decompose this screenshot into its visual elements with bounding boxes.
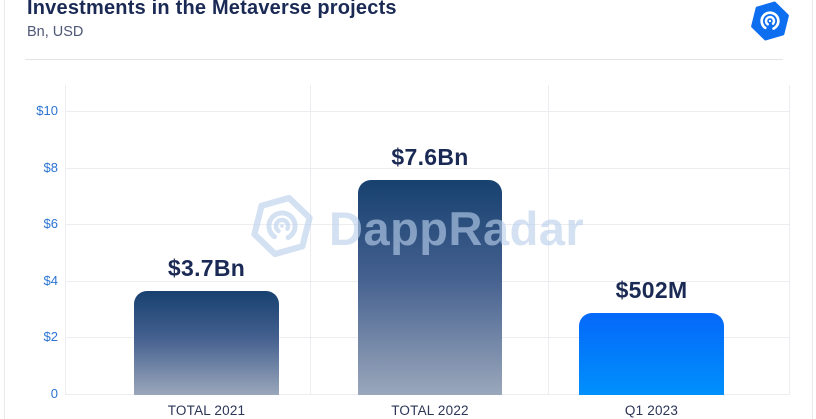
y-axis-tick-10: $10 [36, 103, 58, 118]
y-axis-tick-6: $6 [43, 216, 58, 231]
card-right-edge [812, 0, 813, 419]
y-axis-tick-2: $2 [43, 329, 58, 344]
y-axis-tick-0: 0 [50, 385, 58, 401]
category-separator-2 [548, 85, 549, 395]
y-axis-tick-4: $4 [43, 272, 58, 288]
value-label-total-2021: $3.7Bn [167, 254, 246, 281]
bar-chart: DappRadar $10 $8 $6 $4 $2 0 $3.7Bn TOTAL 2021 $7… [36, 85, 790, 418]
bar-total-2022 [358, 180, 502, 395]
x-axis-label-total-2022: TOTAL 2022 [391, 403, 469, 418]
card-left-edge [4, 0, 5, 419]
category-separator-1 [310, 85, 311, 395]
page-title: Investments in the Metaverse projects [27, 0, 397, 19]
value-label-q1-2023: $502M [615, 277, 688, 304]
y-axis-tick-8: $8 [43, 159, 58, 175]
bar-q1-2023 [579, 313, 724, 395]
gridline-10 [66, 111, 789, 112]
gridline-8 [66, 167, 789, 169]
x-axis-label-total-2021: TOTAL 2021 [167, 403, 246, 418]
header-divider [25, 59, 783, 60]
dappradar-logo-icon [750, 1, 790, 41]
chart-units-label: Bn, USD [27, 24, 84, 40]
value-label-total-2022: $7.6Bn [391, 144, 469, 171]
watermark-hexagon-icon [249, 193, 315, 264]
bar-total-2021 [134, 290, 279, 395]
x-axis-label-q1-2023: Q1 2023 [624, 403, 679, 418]
